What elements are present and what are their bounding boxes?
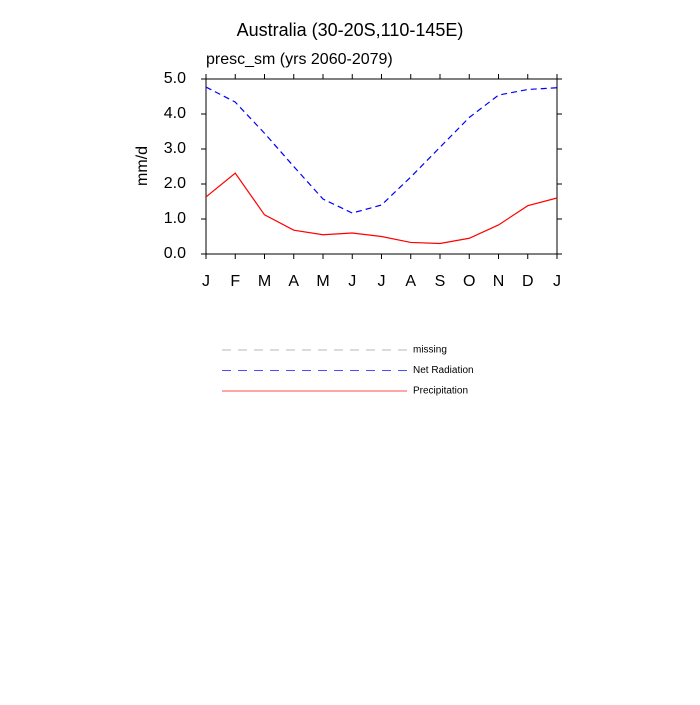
series-line: [205, 86, 558, 214]
x-tick-label: O: [463, 273, 475, 290]
y-tick-label: 1.0: [164, 210, 186, 227]
y-tick-label: 5.0: [164, 70, 186, 87]
x-tick-label: J: [202, 273, 210, 290]
y-tick-label: 3.0: [164, 140, 186, 157]
y-tick-label: 2.0: [164, 175, 186, 192]
chart-title: Australia (30-20S,110-145E): [237, 20, 464, 40]
legend-label: Precipitation: [413, 386, 468, 397]
x-tick-label: D: [522, 273, 534, 290]
y-axis-label: mm/d: [134, 146, 151, 186]
legend-label: missing: [413, 345, 447, 356]
legend-label: Net Radiation: [413, 365, 474, 376]
chart-subtitle: presc_sm (yrs 2060-2079): [206, 51, 393, 68]
x-tick-label: J: [348, 273, 356, 290]
x-tick-label: F: [230, 273, 240, 290]
x-tick-label: M: [316, 273, 329, 290]
y-tick-label: 0.0: [164, 245, 186, 262]
x-tick-label: N: [493, 273, 505, 290]
x-tick-label: A: [405, 273, 416, 290]
x-tick-label: S: [435, 273, 446, 290]
x-tick-label: A: [288, 273, 299, 290]
x-tick-label: J: [378, 273, 386, 290]
y-tick-label: 4.0: [164, 105, 186, 122]
series-line: [205, 172, 558, 245]
x-tick-label: M: [258, 273, 271, 290]
x-tick-label: J: [553, 273, 561, 290]
